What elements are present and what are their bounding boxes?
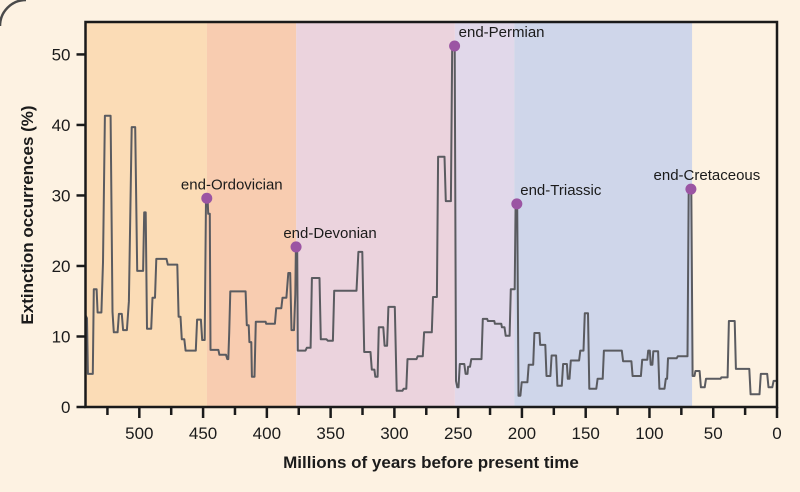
y-tick-label: 50 <box>52 45 71 64</box>
era-bands <box>85 22 777 407</box>
era-band-jurassic-cretaceous <box>514 22 693 407</box>
event-label-end-triassic: end-Triassic <box>520 182 602 199</box>
event-dot-end-triassic <box>511 198 523 210</box>
event-label-end-ordovician: end-Ordovician <box>181 176 283 193</box>
y-tick-label: 30 <box>52 186 71 205</box>
x-tick-label: 500 <box>125 424 153 443</box>
axis-tick-labels: 500 450 400 350 300 250 200 150 100 50 00102030405… <box>52 45 782 443</box>
axis-ticks <box>76 53 779 418</box>
event-dot-end-devonian <box>290 241 302 253</box>
y-tick-label: 10 <box>52 327 71 346</box>
era-band-carboniferous-permian <box>296 22 455 407</box>
y-tick-label: 20 <box>52 257 71 276</box>
event-label-end-devonian: end-Devonian <box>283 225 376 242</box>
extinction-event-markers: end-Ordovician end-Devonian end-Permian end… <box>181 24 761 253</box>
x-tick-label: 200 <box>508 424 536 443</box>
x-tick-label: 0 <box>772 424 781 443</box>
y-axis-title: Extinction occurrences (%) <box>18 105 37 324</box>
x-tick-label: 400 <box>253 424 281 443</box>
event-label-end-permian: end-Permian <box>459 24 545 41</box>
x-tick-label: 50 <box>704 424 723 443</box>
y-tick-label: 40 <box>52 116 71 135</box>
x-tick-label: 350 <box>316 424 344 443</box>
x-tick-label: 150 <box>572 424 600 443</box>
event-dot-end-cretaceous <box>685 183 697 195</box>
plot-border <box>84 20 779 409</box>
x-tick-label: 250 <box>444 424 472 443</box>
event-dot-end-permian <box>449 40 461 52</box>
x-axis-title: Millions of years before present time <box>283 453 579 472</box>
x-tick-label: 300 <box>380 424 408 443</box>
event-dot-end-ordovician <box>201 192 213 204</box>
x-tick-label: 100 <box>635 424 663 443</box>
extinction-line <box>84 45 777 397</box>
y-tick-label: 0 <box>61 398 70 417</box>
era-band-triassic <box>454 22 515 407</box>
x-tick-label: 450 <box>189 424 217 443</box>
card-corner-border <box>0 0 27 27</box>
event-label-end-cretaceous: end-Cretaceous <box>654 167 761 184</box>
